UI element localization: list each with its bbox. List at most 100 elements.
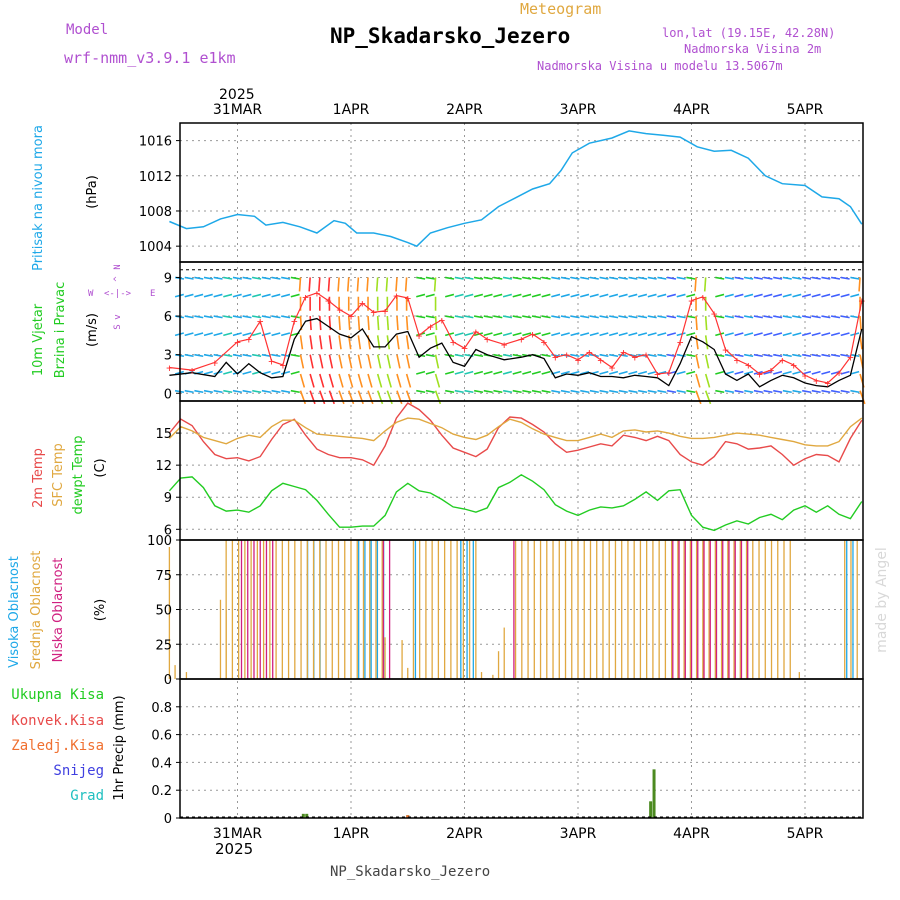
- gust-marker: +: [166, 362, 173, 375]
- wind-arrow: [512, 353, 522, 358]
- wind-arrow: [704, 315, 708, 331]
- gust-marker: +: [246, 333, 253, 346]
- wind-arrow: [299, 354, 305, 369]
- bottom-date-label: 5APR: [787, 826, 824, 842]
- wind-arrow: [802, 389, 812, 394]
- wind-arrow: [609, 293, 619, 298]
- wind-arrow: [184, 276, 194, 280]
- wind-arrow: [357, 354, 363, 369]
- wind-arrow: [271, 293, 281, 298]
- gust-marker: +: [654, 368, 661, 381]
- wind-arrow: [184, 332, 194, 337]
- wind-arrow: [271, 315, 281, 319]
- wind-arrow: [840, 293, 850, 298]
- wind-arrow: [261, 389, 271, 394]
- wind-arrow: [840, 389, 850, 394]
- wind-arrow: [821, 332, 831, 337]
- wind-arrow: [840, 353, 850, 358]
- wind-arrow: [744, 315, 754, 319]
- wind-arrow: [232, 276, 242, 280]
- wind-arrow: [454, 370, 464, 375]
- gust-marker: +: [484, 333, 491, 346]
- station-title: NP_Skadarsko_Jezero: [330, 24, 570, 48]
- wind-arrow: [385, 277, 389, 292]
- wind-arrow: [194, 389, 204, 394]
- wind-arrow: [734, 315, 744, 319]
- wind-arrow: [580, 332, 590, 337]
- wind-arrow: [560, 276, 570, 280]
- wind-arrow: [425, 353, 435, 358]
- wind-arrow: [589, 389, 599, 394]
- wind-arrow: [715, 332, 725, 337]
- wind-arrow: [473, 293, 484, 298]
- wind-arrow: [299, 390, 307, 405]
- wind-arrow: [763, 293, 773, 298]
- wind-arrow: [290, 315, 300, 319]
- wind-arrow: [416, 293, 426, 298]
- wind-arrow: [493, 293, 503, 298]
- wind-arrow: [338, 335, 342, 350]
- wind-arrow: [261, 332, 271, 337]
- wind-arrow: [686, 315, 696, 319]
- gust-marker: +: [858, 295, 865, 308]
- wind-arrow: [811, 315, 821, 319]
- gust-marker: +: [438, 314, 445, 327]
- wind-arrow: [570, 276, 580, 280]
- wind-arrow: [531, 370, 541, 375]
- wind-barbs: [174, 269, 866, 405]
- wind-arrow: [203, 353, 214, 358]
- t2m-line: [168, 402, 863, 467]
- wind-arrow: [299, 335, 304, 350]
- wind-arrow: [666, 370, 676, 375]
- wind-arrow: [704, 354, 710, 369]
- y-tick-layer: 1004 1008 1012 1016 0 3 6 9 6 9 12 15 0 25 50 75 100 0 0.2…: [139, 135, 172, 827]
- y-tick-label: 100: [147, 534, 172, 549]
- wind-arrow: [782, 315, 792, 319]
- wind-arrow: [618, 293, 628, 298]
- wind-arrow: [464, 389, 474, 394]
- wind-arrow: [404, 277, 408, 292]
- bottom-date-labels: 31MAR 1APR 2APR 3APR 4APR 5APR: [213, 826, 824, 842]
- wind-arrow: [647, 353, 657, 358]
- model-label: Model: [66, 22, 108, 38]
- wind-arrow: [715, 276, 725, 280]
- precip-label-conv: Konvek.Kisa: [11, 713, 104, 729]
- wind-arrow: [405, 373, 412, 388]
- wind-arrow: [434, 390, 442, 405]
- wind-arrow: [580, 315, 590, 319]
- wind-arrow: [474, 389, 484, 394]
- temp-label-2: SFC Temp: [51, 443, 66, 507]
- wind-arrow: [337, 277, 340, 292]
- wind-arrow: [763, 389, 773, 394]
- gust-marker: +: [631, 351, 638, 364]
- wind-arrow: [328, 354, 334, 369]
- wind-arrow: [261, 315, 271, 319]
- wind-arrow: [261, 293, 271, 298]
- wind-arrow: [704, 335, 709, 350]
- dewpoint-line: [168, 473, 863, 532]
- y-tick-label: 0.6: [151, 729, 172, 744]
- precip-label-total: Ukupna Kisa: [11, 687, 104, 703]
- wind-arrow: [560, 315, 570, 319]
- gust-marker: +: [416, 329, 423, 342]
- panel-frame: [179, 122, 864, 263]
- wind-arrow: [357, 335, 362, 350]
- gust-marker: +: [348, 310, 355, 323]
- wind-arrow: [647, 332, 657, 337]
- wind-arrow: [734, 389, 744, 394]
- wind-arrow: [589, 276, 599, 280]
- model-altitude-label: Nadmorska Visina u modelu 13.5067m: [537, 59, 783, 73]
- wind-arrow: [328, 335, 333, 350]
- wind-arrow: [840, 315, 850, 319]
- wind-arrow: [858, 277, 861, 292]
- wind-arrow: [551, 293, 561, 298]
- sfc-temp-line: [168, 417, 863, 447]
- wind-arrow: [357, 373, 364, 388]
- wind-arrow: [850, 276, 860, 280]
- wind-arrow: [223, 353, 233, 358]
- temp-label-1: 2m Temp: [31, 448, 46, 508]
- wind-arrow: [290, 370, 300, 375]
- wind-arrow: [512, 315, 522, 319]
- wind-arrow: [618, 332, 628, 337]
